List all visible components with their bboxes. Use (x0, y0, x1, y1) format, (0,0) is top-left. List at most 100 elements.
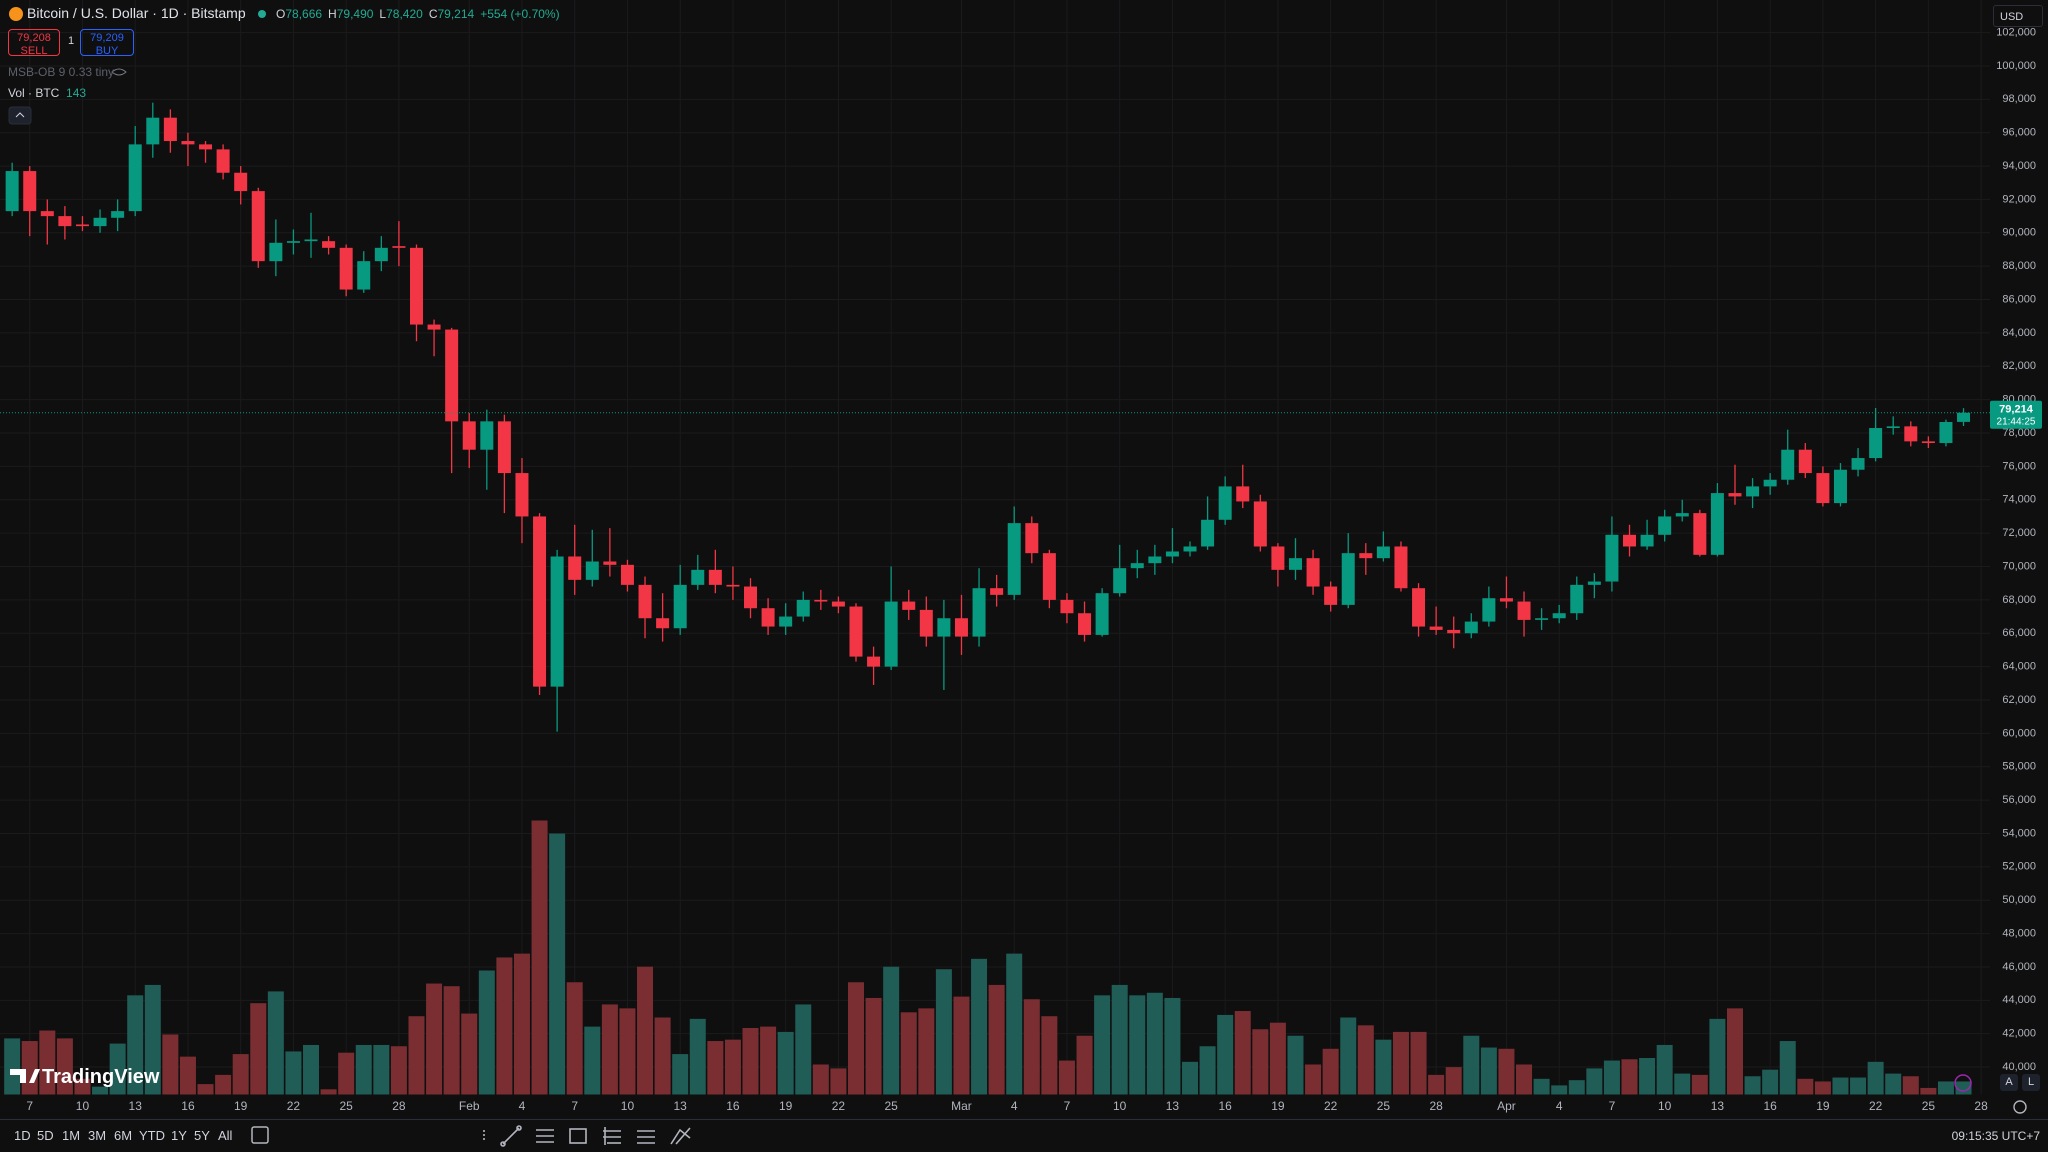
candle-body (1798, 449, 1812, 474)
ohlc-item: L78,420 (379, 7, 428, 21)
candle-body (919, 609, 933, 637)
candle-body (620, 564, 634, 585)
x-tick-label: 10 (1658, 1099, 1672, 1113)
range-button[interactable]: 1Y (171, 1128, 187, 1143)
candle-body (1816, 473, 1830, 504)
candle-body (1078, 613, 1092, 635)
candle-body (1288, 558, 1302, 570)
y-tick-label: 100,000 (1996, 60, 2036, 72)
x-tick-label: 28 (392, 1099, 406, 1113)
range-button[interactable]: YTD (139, 1128, 165, 1143)
volume-bar (303, 1044, 320, 1095)
candle-body (392, 246, 406, 248)
candle-body (1113, 568, 1127, 594)
volume-bar (1551, 1085, 1568, 1095)
range-button[interactable]: 6M (114, 1128, 133, 1143)
logo-text: TradingView (42, 1066, 160, 1088)
volume-bar (21, 1041, 38, 1095)
x-tick-label: 4 (1011, 1099, 1018, 1113)
x-tick-label: Feb (459, 1099, 480, 1113)
y-tick-label: 90,000 (2002, 227, 2036, 239)
currency-button[interactable]: USD (1993, 5, 2043, 27)
x-tick-label: 25 (339, 1099, 353, 1113)
range-button[interactable]: 1D (14, 1128, 31, 1143)
volume-bar (847, 982, 864, 1095)
candle-body (357, 261, 371, 290)
candle-body (40, 211, 54, 217)
candle-body (954, 618, 968, 637)
range-button[interactable]: 5Y (194, 1128, 210, 1143)
calendar-icon[interactable] (251, 1126, 269, 1144)
volume-bar (1744, 1076, 1761, 1095)
candle-body (1095, 593, 1109, 635)
x-tick-label: 10 (76, 1099, 90, 1113)
range-button[interactable]: 1M (62, 1128, 81, 1143)
candle-body (1675, 513, 1689, 517)
volume-bar (408, 1016, 425, 1095)
range-button[interactable]: All (218, 1128, 233, 1143)
candle-body (1306, 558, 1320, 587)
candle-body (1728, 493, 1742, 497)
volume-bar (1129, 995, 1146, 1095)
y-tick-label: 70,000 (2002, 560, 2036, 572)
candle-body (286, 241, 300, 243)
ohlc-value: 78,666 (285, 7, 323, 21)
volume-bar (549, 833, 566, 1095)
candle-body (1693, 513, 1707, 555)
ohlc-value: 79,490 (336, 7, 374, 21)
volume-bar (531, 820, 548, 1095)
candle-body (1007, 523, 1021, 595)
candle-body (146, 117, 160, 145)
alert-icon[interactable] (1954, 1074, 1972, 1092)
volume-bar (1146, 992, 1163, 1095)
candle-body (409, 247, 423, 325)
volume-bar (865, 997, 882, 1095)
volume-bar (1357, 1025, 1374, 1095)
candle-body (1025, 523, 1039, 554)
sell-price: 79,208 (17, 32, 51, 44)
volume-bar (1762, 1069, 1779, 1095)
symbol-icon (9, 7, 23, 21)
x-tick-label: 19 (234, 1099, 248, 1113)
candle-body (990, 588, 1004, 595)
candle-body (1060, 599, 1074, 614)
settings-icon[interactable] (2013, 1100, 2027, 1114)
candle-body (708, 569, 722, 585)
candle-body (1429, 626, 1443, 630)
volume-bar (1006, 953, 1023, 1095)
volume-bar (830, 1068, 847, 1095)
auto-scale-button[interactable]: A (2000, 1074, 2018, 1091)
x-tick-label: 7 (1064, 1099, 1071, 1113)
range-button[interactable]: 3M (88, 1128, 107, 1143)
candle-body (181, 141, 195, 145)
indicator-label[interactable]: MSB-OB 9 0.33 tiny (8, 65, 115, 79)
volume-label[interactable]: Vol · BTC 143 (8, 86, 86, 100)
candle-body (216, 149, 230, 173)
y-tick-label: 86,000 (2002, 293, 2036, 305)
volume-bar (1850, 1077, 1867, 1095)
candle-body (1886, 426, 1900, 429)
range-button[interactable]: 5D (37, 1128, 54, 1143)
volume-bar (215, 1074, 232, 1095)
volume-bar (1726, 1008, 1743, 1095)
collapse-button[interactable] (8, 106, 32, 125)
candle-body (902, 601, 916, 610)
ohlc-key: O (276, 7, 286, 21)
y-tick-label: 72,000 (2002, 527, 2036, 539)
y-tick-label: 40,000 (2002, 1061, 2036, 1073)
sell-button[interactable]: 79,208 SELL (8, 29, 60, 57)
volume-bar (1902, 1076, 1919, 1095)
x-tick-label: 13 (1166, 1099, 1180, 1113)
y-tick-label: 66,000 (2002, 627, 2036, 639)
candle-body (796, 599, 810, 617)
buy-button[interactable]: 79,209 BUY (80, 29, 134, 57)
log-scale-button[interactable]: L (2022, 1074, 2040, 1091)
plot: 40,000 42,000 44,000 46,000 48,000 50,000 52,0… (0, 0, 2042, 1113)
volume-bar (971, 958, 988, 1095)
drawing-tools[interactable] (483, 1125, 691, 1147)
candle-body (269, 242, 283, 262)
candle-body (744, 586, 758, 609)
ohlc-item: O78,666 (276, 7, 328, 21)
eye-icon[interactable] (111, 68, 127, 76)
